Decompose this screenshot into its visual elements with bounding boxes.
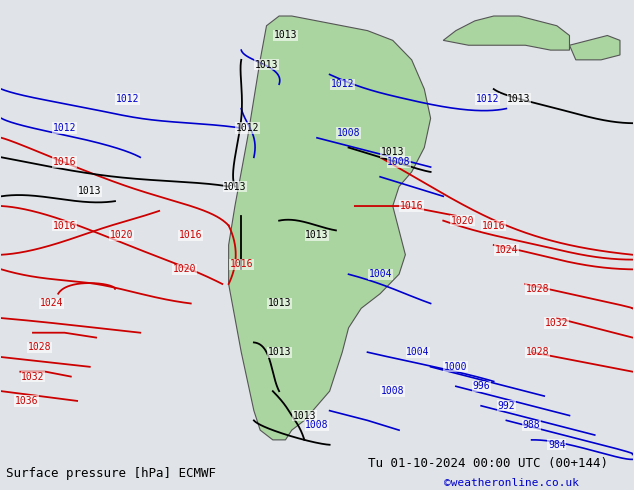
Polygon shape (229, 16, 430, 440)
Text: 1028: 1028 (27, 343, 51, 352)
Text: 1013: 1013 (255, 60, 278, 70)
Text: 1013: 1013 (268, 347, 291, 357)
Text: 992: 992 (498, 401, 515, 411)
Text: 1016: 1016 (400, 201, 424, 211)
Text: 1032: 1032 (21, 371, 45, 382)
Text: 1020: 1020 (110, 230, 133, 240)
Text: 1013: 1013 (268, 298, 291, 309)
Text: 1012: 1012 (330, 79, 354, 89)
Text: 1012: 1012 (53, 123, 76, 133)
Text: 1016: 1016 (482, 220, 505, 230)
Text: 1016: 1016 (179, 230, 202, 240)
Text: 1012: 1012 (116, 94, 139, 104)
Text: 1013: 1013 (507, 94, 531, 104)
Text: 988: 988 (523, 420, 540, 430)
Text: 1013: 1013 (293, 411, 316, 420)
Text: 996: 996 (472, 381, 490, 392)
Text: 1013: 1013 (274, 30, 297, 41)
Text: 1024: 1024 (40, 298, 63, 309)
Text: 1016: 1016 (53, 220, 76, 230)
Text: 1013: 1013 (305, 230, 329, 240)
Text: 1013: 1013 (381, 147, 404, 157)
Text: 1028: 1028 (526, 347, 550, 357)
Text: ©weatheronline.co.uk: ©weatheronline.co.uk (444, 478, 579, 488)
Text: 1020: 1020 (172, 265, 196, 274)
Text: 984: 984 (548, 440, 566, 450)
Text: 1012: 1012 (236, 123, 259, 133)
Text: 1036: 1036 (15, 396, 39, 406)
Text: 1008: 1008 (387, 157, 411, 167)
Text: 1012: 1012 (476, 94, 499, 104)
Text: Tu 01-10-2024 00:00 UTC (00+144): Tu 01-10-2024 00:00 UTC (00+144) (368, 457, 608, 470)
Text: 1016: 1016 (230, 260, 253, 270)
Text: 1020: 1020 (450, 216, 474, 225)
Text: 1024: 1024 (495, 245, 518, 255)
Polygon shape (443, 16, 569, 50)
Text: 1004: 1004 (406, 347, 430, 357)
Polygon shape (569, 35, 620, 60)
Text: 1008: 1008 (305, 420, 329, 430)
Text: 1004: 1004 (368, 269, 392, 279)
Text: 1008: 1008 (381, 386, 404, 396)
Text: 1013: 1013 (223, 181, 247, 192)
Text: 1028: 1028 (526, 284, 550, 294)
Text: Surface pressure [hPa] ECMWF: Surface pressure [hPa] ECMWF (6, 467, 216, 480)
Text: 1016: 1016 (53, 157, 76, 167)
Text: 1000: 1000 (444, 362, 468, 372)
Text: 1008: 1008 (337, 128, 360, 138)
Text: 1032: 1032 (545, 318, 569, 328)
Text: 1013: 1013 (78, 186, 101, 196)
